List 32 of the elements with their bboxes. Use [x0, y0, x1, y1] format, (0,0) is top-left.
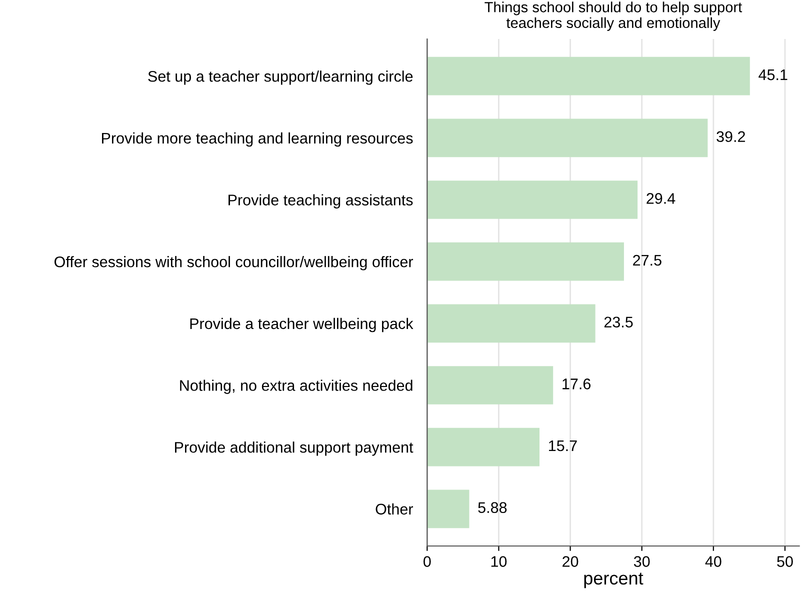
chart-title: Things school should do to help support teachers socially and emotionally [484, 2, 742, 31]
bar [427, 180, 638, 219]
y-tick-label: Provide additional support payment [175, 442, 414, 456]
data-label: 23.5 [604, 316, 633, 328]
data-label: 5.88 [478, 502, 507, 514]
y-tick-label: Provide a teacher wellbeing pack [190, 318, 414, 332]
bar [427, 242, 624, 281]
y-tick-label: Nothing, no extra activities needed [180, 380, 412, 394]
bar [427, 118, 708, 158]
y-tick-label: Provide teaching assistants [228, 194, 413, 208]
data-label: 27.5 [633, 254, 662, 266]
x-tick-label: 50 [777, 556, 793, 567]
bar [427, 366, 554, 404]
x-tick-label: 10 [491, 556, 507, 567]
y-tick-label: Provide more teaching and learning resources [102, 132, 413, 147]
x-tick-label: 20 [562, 556, 578, 567]
x-axis-title: percent [584, 572, 644, 588]
data-label: 39.2 [716, 131, 745, 142]
data-label: 29.4 [646, 193, 676, 204]
data-label: 17.6 [562, 378, 591, 390]
data-label: 15.7 [549, 440, 577, 452]
bar [427, 304, 596, 343]
y-tick-label: Offer sessions with school councillor/wellbeing officer [54, 256, 414, 270]
y-tick-label: Other [376, 503, 414, 515]
y-tick-label: Set up a teacher support/learning circle [148, 70, 413, 85]
bar [427, 56, 750, 96]
bar [427, 490, 470, 528]
x-tick-label: 0 [424, 556, 431, 567]
bar [427, 428, 540, 466]
x-tick-label: 40 [705, 556, 722, 567]
x-tick-label: 30 [634, 556, 650, 567]
data-label: 45.1 [758, 70, 788, 80]
